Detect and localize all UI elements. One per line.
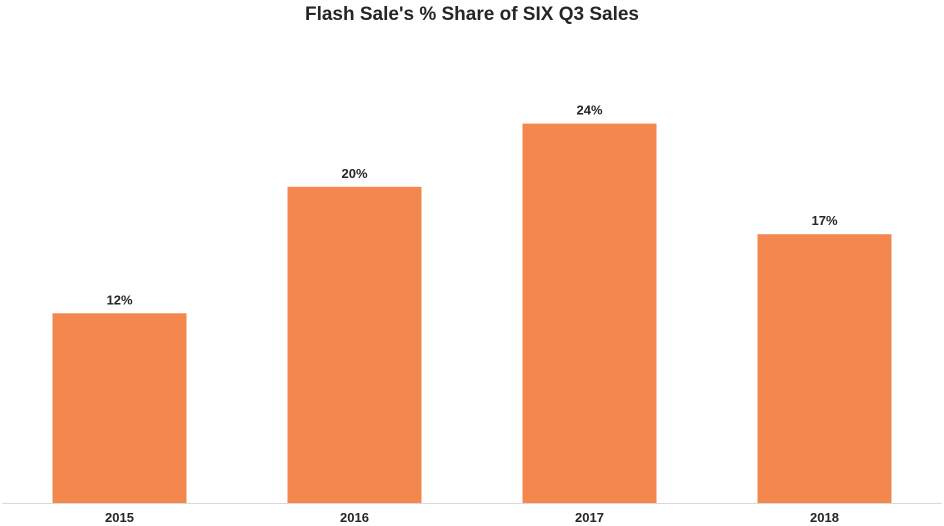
x-tick-label-2017: 2017 [575,510,604,525]
data-label-2015: 12% [106,292,132,307]
bar-2018 [757,234,892,503]
bar-2016 [287,186,422,504]
x-tick-label-2016: 2016 [340,510,369,525]
x-tick-label-2018: 2018 [810,510,839,525]
data-label-2018: 17% [811,213,837,228]
chart-title: Flash Sale's % Share of SIX Q3 Sales [304,4,639,25]
data-label-2017: 24% [576,103,602,118]
data-label-2016: 20% [341,166,367,181]
bar-2015 [52,313,187,503]
bar-2017 [522,123,657,503]
x-tick-label-2015: 2015 [105,510,134,525]
